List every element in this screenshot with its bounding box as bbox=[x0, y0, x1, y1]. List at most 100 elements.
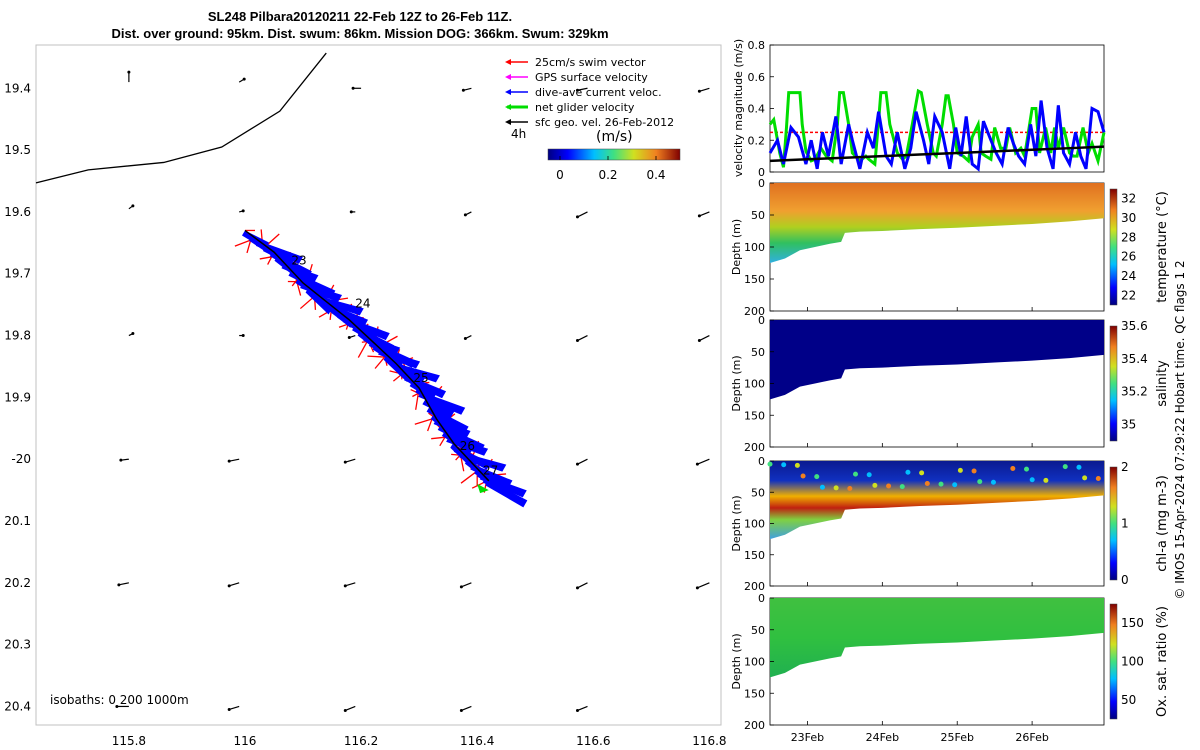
velocity-y-label: velocity magnitude (m/s) bbox=[732, 39, 745, 177]
depth-tick-label: 0 bbox=[758, 177, 765, 190]
credit-text: © IMOS 15-Apr-2024 07:29:22 Hobart time.… bbox=[1173, 260, 1187, 599]
plot-title-line-1: SL248 Pilbara20120211 22-Feb 12Z to 26-F… bbox=[207, 9, 513, 24]
map-y-tick-label: 20.1 bbox=[4, 514, 31, 528]
dive-avg-current-vector bbox=[422, 399, 455, 419]
depth-tick-label: 200 bbox=[744, 441, 765, 454]
geo-vector bbox=[128, 332, 135, 337]
profile-data-fill bbox=[770, 598, 1104, 678]
colorbar-tick-label: 35.2 bbox=[1121, 385, 1148, 399]
chl-sample-dot bbox=[1010, 466, 1016, 471]
colorbar-tick-label: 26 bbox=[1121, 250, 1136, 264]
velocity-y-tick-label: 0 bbox=[758, 166, 765, 179]
dive-avg-current-vector bbox=[418, 391, 466, 415]
geo-vector bbox=[575, 458, 588, 466]
colorbar-tick-label: 35 bbox=[1121, 418, 1136, 432]
colorbar-tick-label: 28 bbox=[1121, 230, 1136, 244]
colorbar-tick-label: 1 bbox=[1121, 517, 1129, 531]
geo-vector bbox=[575, 705, 588, 712]
chl-sample-dot bbox=[977, 479, 983, 485]
depth-tick-label: 150 bbox=[744, 273, 765, 286]
profile-colorbar bbox=[1109, 603, 1118, 720]
dive-avg-current-vector bbox=[485, 480, 528, 508]
chl-sample-dot bbox=[819, 484, 825, 490]
chl-sample-dot bbox=[938, 481, 944, 487]
geo-vector bbox=[227, 582, 240, 588]
depth-tick-label: 150 bbox=[744, 409, 765, 422]
colorbar-tick-label: 35.6 bbox=[1121, 319, 1148, 333]
velocity-series bbox=[768, 88, 1106, 172]
geo-vector bbox=[343, 458, 356, 464]
colorbar-tick-label: 0.2 bbox=[598, 168, 617, 182]
depth-axis-label: Depth (m) bbox=[730, 355, 743, 411]
isobaths-label: isobaths: 0 200 1000m bbox=[50, 693, 189, 707]
chl-sample-dot bbox=[1076, 464, 1082, 470]
colorbar-tick-label: 32 bbox=[1121, 192, 1136, 206]
dive-avg-current-vector bbox=[316, 296, 364, 316]
chl-sample-dot bbox=[1024, 466, 1030, 472]
chl-sample-dot bbox=[833, 485, 839, 491]
colorbar-label: chl-a (mg m-3) bbox=[1155, 475, 1170, 572]
chl-sample-dot bbox=[952, 482, 958, 488]
depth-tick-label: 50 bbox=[751, 624, 765, 637]
geo-vector bbox=[695, 582, 710, 590]
colorbar-tick-label: 0 bbox=[1121, 573, 1129, 587]
geo-vector bbox=[127, 70, 131, 83]
map-x-tick-label: 116.2 bbox=[344, 734, 378, 748]
velocity-y-tick-label: 0.4 bbox=[748, 103, 766, 116]
depth-tick-label: 150 bbox=[744, 687, 765, 700]
profile-data-fill bbox=[770, 320, 1104, 400]
geo-vector bbox=[459, 582, 472, 589]
legend-arrowhead bbox=[505, 104, 511, 110]
depth-tick-label: 0 bbox=[758, 455, 765, 468]
geo-vector bbox=[697, 335, 710, 343]
velocity-series-line bbox=[768, 100, 1106, 172]
depth-tick-label: 0 bbox=[758, 592, 765, 605]
depth-tick-label: 200 bbox=[744, 580, 765, 593]
map-y-tick-label: 19.8 bbox=[4, 329, 31, 343]
legend-arrowhead bbox=[505, 74, 511, 80]
speed-colorbar bbox=[547, 148, 681, 161]
geo-vector bbox=[349, 210, 356, 214]
colorbar-tick-label: 100 bbox=[1121, 655, 1144, 669]
profile-panel: 0 50 100 150 200 Depth (m) 22 24 26 28 30 32 tempera… bbox=[730, 177, 1170, 318]
map-x-tick-label: 116.8 bbox=[692, 734, 726, 748]
chl-sample-dot bbox=[990, 479, 996, 485]
duration-label: 4h bbox=[511, 127, 526, 141]
coastline-line bbox=[35, 52, 327, 184]
velocity-y-tick-label: 0.6 bbox=[748, 71, 766, 84]
colorbar-label: temperature (°C) bbox=[1155, 191, 1170, 303]
geo-vector bbox=[575, 87, 588, 92]
map-x-tick-label: 116 bbox=[234, 734, 257, 748]
geo-vector bbox=[697, 87, 710, 93]
chl-sample-dot bbox=[899, 484, 905, 490]
geo-vector bbox=[351, 86, 362, 90]
legend-arrowhead bbox=[505, 119, 511, 125]
geo-vector bbox=[347, 334, 356, 340]
chl-sample-dot bbox=[800, 473, 806, 479]
map-legend: 25cm/s swim vector GPS surface velocity di… bbox=[505, 56, 674, 129]
map-y-tick-label: 20.3 bbox=[4, 638, 31, 652]
chl-sample-dot bbox=[919, 470, 925, 476]
colorbar-unit-label: (m/s) bbox=[596, 129, 633, 145]
depth-axis-label: Depth (m) bbox=[730, 219, 743, 275]
profile-colorbar bbox=[1109, 188, 1118, 306]
geo-vector bbox=[238, 77, 246, 83]
profile-panel: 0 50 100 150 200 Depth (m) 0 1 2 chl-a (mg m-3) bbox=[730, 455, 1170, 593]
day-labels: 23 24 25 26 27 bbox=[291, 253, 498, 477]
depth-tick-label: 100 bbox=[744, 656, 765, 669]
geo-vector bbox=[227, 458, 240, 463]
geo-vector bbox=[239, 209, 245, 213]
depth-axis-label: Depth (m) bbox=[730, 495, 743, 551]
geo-vector bbox=[239, 334, 245, 338]
legend-entry: 25cm/s swim vector bbox=[535, 56, 646, 69]
profile-colorbar bbox=[1109, 466, 1118, 581]
geo-vector bbox=[343, 582, 356, 588]
chl-sample-dot bbox=[814, 474, 820, 480]
chl-sample-dot bbox=[1043, 477, 1049, 483]
legend-arrowhead bbox=[505, 59, 511, 65]
geo-vector bbox=[575, 582, 588, 590]
chl-sample-dot bbox=[767, 461, 773, 467]
dive-avg-current-vector bbox=[281, 263, 319, 283]
track-line bbox=[244, 229, 490, 482]
